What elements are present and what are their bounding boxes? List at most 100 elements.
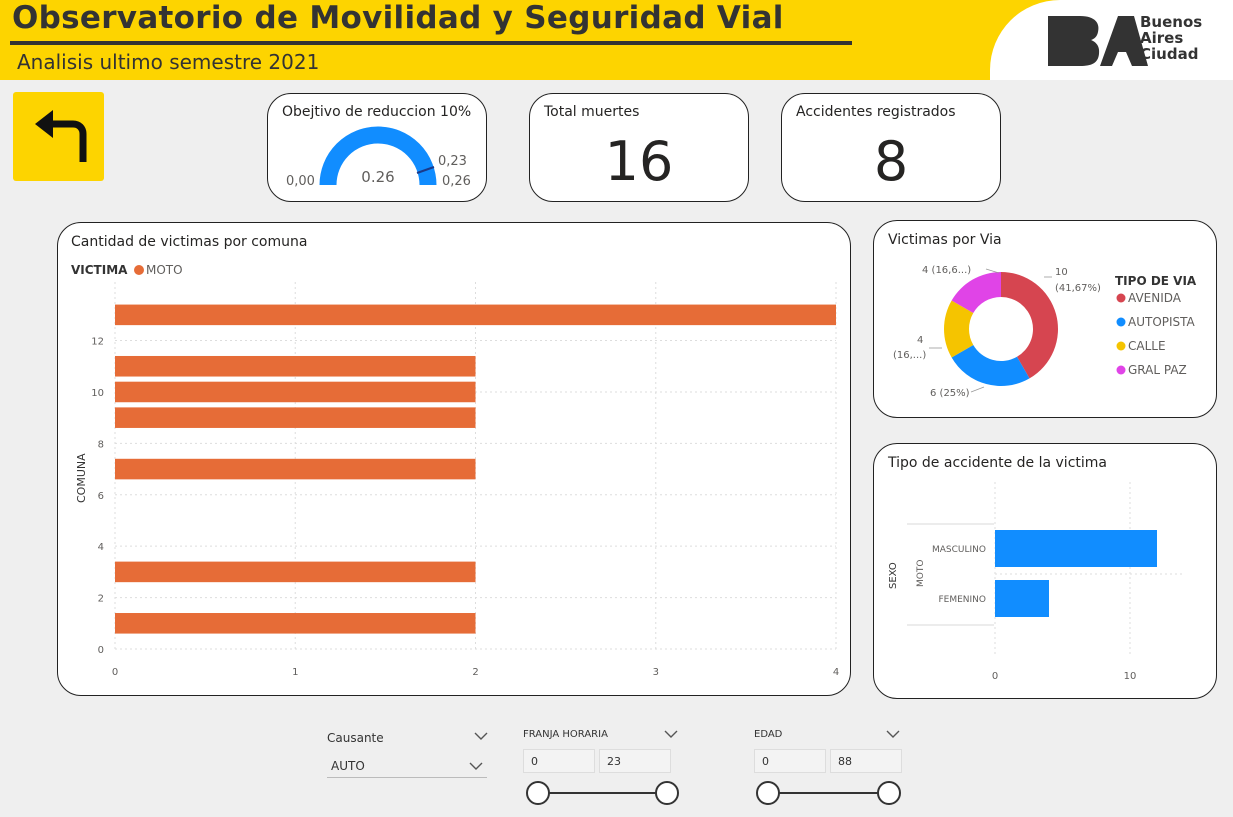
franja-label: FRANJA HORARIA <box>523 729 608 740</box>
causante-chevron-icon[interactable] <box>474 731 488 741</box>
deaths-value: 16 <box>604 130 674 193</box>
edad-max-handle[interactable] <box>877 781 901 805</box>
franja-slider-track[interactable] <box>538 792 668 794</box>
accidente-bar <box>995 530 1157 567</box>
comuna-bar <box>115 381 476 403</box>
comuna-y-tick: 4 <box>98 542 104 553</box>
via-chart-card: Victimas por Via 10 (41,67%) 6 (25%) 4 (… <box>873 220 1217 418</box>
edad-label: EDAD <box>754 729 783 740</box>
gauge-min: 0,00 <box>286 174 315 189</box>
accidente-category-label: FEMENINO <box>938 595 986 605</box>
accidente-y-axis-title: SEXO <box>888 562 899 589</box>
via-slice-avenida <box>1001 272 1058 379</box>
via-legend-item: GRAL PAZ <box>1128 363 1187 377</box>
comuna-legend-item: MOTO <box>146 263 183 277</box>
accidente-chart-card: Tipo de accidente de la victima SEXO MOT… <box>873 443 1217 699</box>
comuna-y-tick: 8 <box>98 439 104 450</box>
comuna-bar <box>115 355 476 377</box>
franja-chevron-icon[interactable] <box>664 729 678 739</box>
comuna-y-axis-title: COMUNA <box>75 453 88 503</box>
comuna-chart-title: Cantidad de victimas por comuna <box>71 234 308 250</box>
comuna-bar <box>115 304 836 326</box>
logo-text: Buenos Aires Ciudad <box>1140 14 1202 62</box>
comuna-chart-card: Cantidad de victimas por comuna VICTIMA … <box>57 222 851 696</box>
comuna-legend-title: VICTIMA <box>71 263 128 277</box>
accidents-value: 8 <box>873 130 909 193</box>
comuna-y-tick: 12 <box>91 337 104 348</box>
via-legend-item: AVENIDA <box>1128 291 1182 305</box>
edad-slider-track[interactable] <box>768 792 890 794</box>
gauge-title: Obejtivo de reduccion 10% <box>282 104 472 120</box>
header-banner: Observatorio de Movilidad y Seguridad Vi… <box>0 0 1233 80</box>
gauge-value: 0.26 <box>361 168 394 186</box>
gauge-target-marker <box>416 166 435 174</box>
accidente-x-tick: 0 <box>992 671 998 682</box>
turn-left-arrow-icon <box>35 110 87 162</box>
franja-min-handle[interactable] <box>526 781 550 805</box>
via-legend-title: TIPO DE VIA <box>1115 274 1197 288</box>
comuna-y-tick: 10 <box>91 388 104 399</box>
via-donut-chart: 10 (41,67%) 6 (25%) 4 (16,...) 4 (16,6..… <box>893 265 1197 399</box>
accidente-chart-title: Tipo de accidente de la victima <box>888 455 1107 471</box>
edad-min-input[interactable]: 0 <box>754 749 826 773</box>
causante-label: Causante <box>327 731 384 745</box>
accidente-chart: SEXO MOTO 0 10 MASCULINO FEMENINO <box>888 482 1184 682</box>
back-button[interactable] <box>13 92 104 181</box>
comuna-y-tick: 2 <box>98 594 104 605</box>
causante-value: AUTO <box>331 759 365 773</box>
via-legend-dot <box>1116 317 1126 327</box>
gauge-arc <box>319 126 437 186</box>
via-legend-dot <box>1116 293 1126 303</box>
causante-dropdown[interactable]: AUTO <box>327 754 487 778</box>
via-label-avenida-count: 10 <box>1055 267 1068 278</box>
edad-max-input[interactable]: 88 <box>830 749 902 773</box>
deaths-title: Total muertes <box>544 104 640 120</box>
via-label-calle-pct: (16,...) <box>893 350 926 361</box>
comuna-x-tick: 0 <box>112 667 118 678</box>
accidente-x-tick: 10 <box>1124 671 1137 682</box>
comuna-bar <box>115 407 476 428</box>
comuna-x-tick: 1 <box>292 667 298 678</box>
gauge-max: 0,26 <box>442 174 471 189</box>
logo-line-1: Buenos <box>1140 13 1203 31</box>
comuna-bar <box>115 613 476 634</box>
comuna-x-tick: 3 <box>653 667 659 678</box>
logo-area: Buenos Aires Ciudad <box>990 0 1233 80</box>
via-legend-dot <box>1116 341 1126 351</box>
accidente-category-label: MASCULINO <box>932 545 986 555</box>
edad-min-handle[interactable] <box>756 781 780 805</box>
accidente-group-label: MOTO <box>916 560 926 587</box>
ba-logo-icon <box>1048 16 1148 66</box>
via-legend-item: AUTOPISTA <box>1128 315 1196 329</box>
gauge-card: Obejtivo de reduccion 10% 0.26 0,00 0,23… <box>267 93 487 202</box>
via-legend-dot <box>1116 365 1126 375</box>
title-underline <box>10 41 852 45</box>
edad-chevron-icon[interactable] <box>886 729 900 739</box>
via-label-avenida-pct: (41,67%) <box>1055 283 1101 294</box>
franja-min-input[interactable]: 0 <box>523 749 595 773</box>
via-leader-autopista <box>970 386 985 393</box>
via-slice-autopista <box>951 345 1030 386</box>
gauge-chart: 0.26 0,00 0,23 0,26 <box>286 126 471 189</box>
gauge-target: 0,23 <box>438 154 467 169</box>
page-subtitle: Analisis ultimo semestre 2021 <box>17 50 320 74</box>
via-slice-calle <box>944 300 974 358</box>
comuna-y-tick: 0 <box>98 645 104 656</box>
comuna-bar <box>115 561 476 583</box>
accidents-card: Accidentes registrados 8 <box>781 93 1001 202</box>
via-legend-item: CALLE <box>1128 339 1166 353</box>
via-leader-gralpaz <box>985 268 1000 274</box>
comuna-x-tick: 4 <box>833 667 839 678</box>
logo-line-2: Aires <box>1140 29 1184 47</box>
comuna-y-tick: 6 <box>98 491 104 502</box>
causante-dropdown-chevron-icon <box>469 762 483 770</box>
via-slice-gral-paz <box>951 272 1001 313</box>
logo-line-3: Ciudad <box>1140 45 1199 63</box>
page-title: Observatorio de Movilidad y Seguridad Vi… <box>12 0 784 36</box>
comuna-x-tick: 2 <box>472 667 478 678</box>
franja-max-input[interactable]: 23 <box>599 749 671 773</box>
deaths-card: Total muertes 16 <box>529 93 749 202</box>
franja-max-handle[interactable] <box>655 781 679 805</box>
accidents-title: Accidentes registrados <box>796 104 956 120</box>
